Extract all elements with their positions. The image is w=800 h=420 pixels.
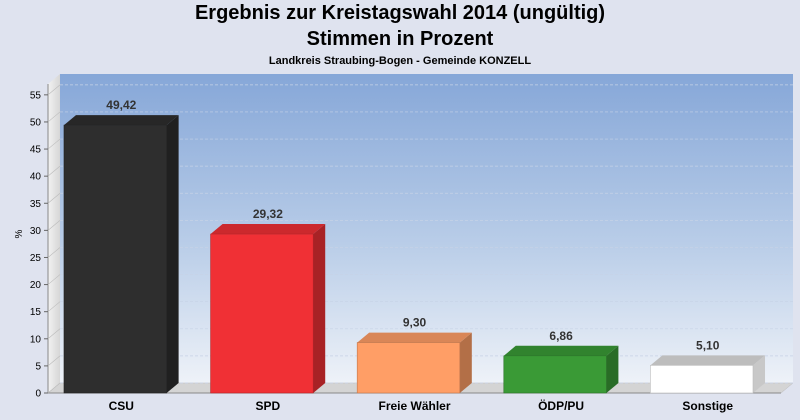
gridline-diagonal [47,220,61,231]
gridline-diagonal [47,111,61,123]
bar-top [650,355,766,366]
y-tick-label: 35 [30,199,42,210]
y-tick-label: 45 [30,145,42,156]
bar-0 [63,124,167,394]
bar-value-label: 9,30 [403,316,427,330]
bar-3 [503,355,607,394]
gridline-diagonal [47,165,61,177]
plot-side-wall [48,74,60,393]
bar-value-label: 6,86 [549,329,573,343]
bar-top [210,224,326,235]
x-tick-label: Freie Wähler [378,399,450,413]
gridline-diagonal [47,138,61,150]
y-tick-label: 50 [30,117,42,128]
bar-top [503,345,619,356]
gridline-diagonal [47,274,61,285]
bar-side [313,224,326,393]
bar-value-label: 29,32 [253,207,283,221]
gridline-diagonal [47,84,61,96]
y-tick-label: 20 [30,280,42,291]
bar-top [63,115,179,126]
gridline-diagonal [47,328,61,340]
bar-value-label: 49,42 [106,98,136,112]
bar-value-label: 5,10 [696,338,720,352]
gridline-diagonal [47,193,61,204]
gridline-diagonal [47,355,61,367]
y-tick-label: 5 [35,361,41,372]
bar-2 [356,342,461,394]
chart-title: Ergebnis zur Kreistagswahl 2014 (ungülti… [194,2,606,24]
y-tick-label: 40 [30,172,42,183]
y-tick-label: 0 [35,389,41,400]
bar-side [459,332,472,393]
bar-side [753,355,766,393]
bar-top [357,332,472,343]
x-tick-label: Sonstige [682,399,733,413]
x-tick-label: ÖDP/PU [538,398,584,413]
x-tick-label: CSU [109,399,134,413]
y-tick-label: 25 [30,253,42,264]
gridline-diagonal [47,301,61,312]
y-tick-label: 55 [30,90,42,101]
bar-side [166,115,179,393]
bar-1 [210,233,314,394]
plot-background [60,74,793,383]
y-axis-label: % [14,229,25,238]
y-tick-label: 15 [30,307,42,318]
x-tick-label: SPD [256,399,281,413]
gridline-diagonal [47,382,61,394]
chart-title-line2: Stimmen in Prozent [306,28,494,50]
chart-subtitle: Landkreis Straubing-Bogen - Gemeinde KON… [268,55,532,67]
bar-4 [650,365,754,394]
bar-side [606,345,619,393]
gridline-diagonal [47,247,61,258]
y-tick-label: 10 [30,334,42,345]
y-tick-label: 30 [30,226,42,237]
